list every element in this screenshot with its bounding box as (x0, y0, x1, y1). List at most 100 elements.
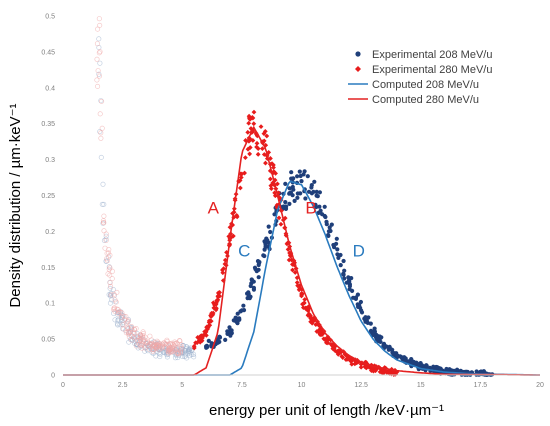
data-point (288, 253, 294, 259)
data-point (326, 233, 331, 238)
data-point (200, 333, 206, 338)
data-point (255, 146, 261, 151)
data-point (342, 268, 347, 273)
background-point (123, 330, 129, 336)
data-point (228, 333, 233, 338)
data-point (256, 262, 261, 268)
data-point (329, 222, 334, 227)
data-point (273, 171, 278, 176)
data-point (206, 338, 211, 343)
background-point (181, 353, 187, 359)
data-point (294, 280, 300, 285)
data-point (283, 181, 288, 186)
background-point (96, 50, 102, 56)
data-point (338, 263, 343, 268)
data-point (259, 146, 265, 152)
x-tick-label: 7.5 (237, 382, 247, 389)
data-point (217, 290, 222, 295)
background-point (121, 313, 127, 319)
data-point (378, 339, 383, 344)
background-point (172, 355, 178, 361)
background-point (106, 264, 112, 270)
data-point (221, 266, 227, 272)
data-point (292, 198, 297, 203)
data-point (251, 287, 256, 292)
background-point (96, 16, 102, 22)
background-point (104, 258, 110, 264)
legend-item: Experimental 280 MeV/u (355, 64, 492, 76)
data-point (327, 225, 332, 230)
legend-label: Computed 208 MeV/u (372, 79, 479, 91)
data-point (205, 325, 211, 331)
background-point (133, 343, 139, 349)
data-point (305, 174, 310, 179)
data-point (314, 329, 320, 334)
y-tick-label: 0.2 (45, 229, 55, 236)
data-point (379, 335, 384, 340)
background-point (98, 135, 104, 141)
data-point (271, 169, 277, 175)
background-point (99, 125, 105, 131)
background-point (96, 73, 102, 79)
data-point (328, 228, 333, 234)
background-point (106, 247, 112, 253)
data-point (309, 183, 314, 188)
data-point (247, 116, 253, 122)
background-point (108, 292, 114, 298)
background-point (178, 341, 184, 347)
background-point (156, 347, 162, 353)
data-point (298, 173, 303, 179)
data-point (264, 237, 269, 242)
legend-marker (355, 51, 361, 57)
data-point (474, 369, 479, 374)
data-point (255, 259, 261, 264)
data-point (387, 344, 392, 349)
data-point (300, 301, 305, 307)
data-point (322, 204, 327, 209)
data-point (323, 214, 328, 220)
background-point (136, 341, 142, 347)
data-point (242, 155, 248, 161)
annotation-label: B (305, 198, 316, 217)
x-tick-label: 5 (180, 382, 184, 389)
data-point (314, 189, 319, 194)
background-point (157, 343, 163, 349)
background-point (157, 354, 163, 360)
data-point (241, 303, 246, 308)
data-point (238, 175, 244, 180)
data-point (286, 257, 292, 263)
background-point (154, 338, 160, 344)
background-point (187, 353, 193, 359)
data-point (272, 177, 278, 183)
data-point (306, 189, 312, 194)
data-point (246, 290, 251, 295)
data-point (204, 344, 209, 349)
data-point (365, 320, 370, 325)
background-point (140, 341, 146, 347)
y-tick-label: 0.5 (45, 14, 55, 21)
annotation-label: D (353, 242, 365, 261)
background-point (99, 201, 105, 207)
data-point (371, 329, 376, 334)
background-point (162, 341, 168, 347)
background-point (94, 41, 100, 47)
data-point (206, 318, 212, 324)
background-point (170, 346, 176, 352)
background-point (131, 329, 137, 335)
data-point (246, 120, 252, 126)
data-point (394, 353, 399, 358)
data-point (291, 176, 296, 181)
background-point (100, 181, 106, 187)
data-point (242, 170, 247, 176)
legend-item: Experimental 208 MeV/u (355, 49, 492, 61)
data-point (290, 267, 295, 273)
data-point (348, 358, 353, 364)
data-point (255, 151, 261, 157)
background-point (107, 280, 113, 286)
data-point (203, 332, 209, 338)
legend-label: Computed 280 MeV/u (372, 94, 479, 106)
background-point (98, 154, 104, 160)
data-point (231, 214, 237, 220)
background-point (107, 265, 113, 271)
data-point (375, 337, 380, 342)
